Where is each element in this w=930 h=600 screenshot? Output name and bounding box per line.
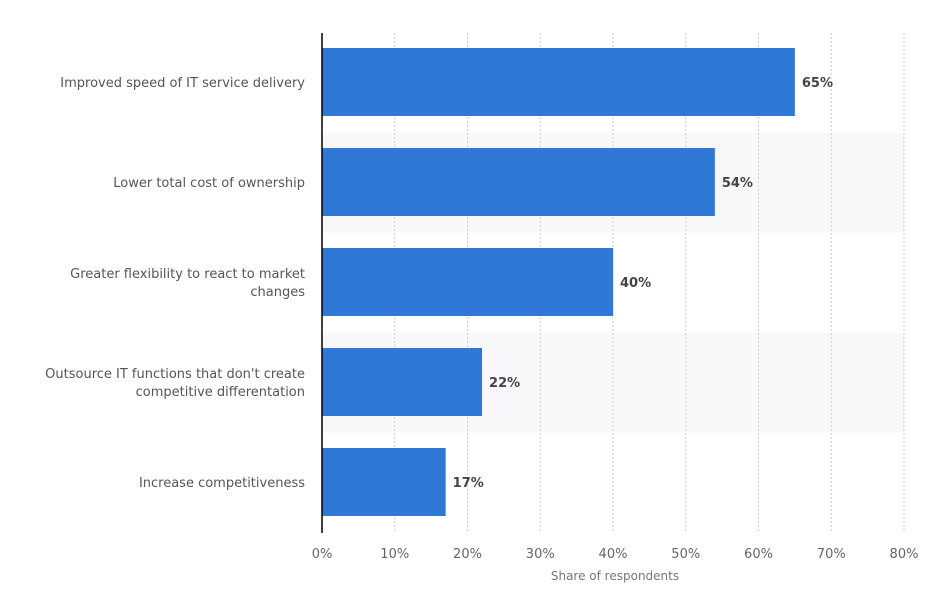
x-tick-label: 60% bbox=[744, 547, 773, 562]
x-tick-label: 0% bbox=[312, 547, 333, 562]
bar bbox=[322, 248, 613, 316]
x-tick-label: 30% bbox=[526, 547, 555, 562]
x-tick-label: 80% bbox=[890, 547, 919, 562]
x-tick-label: 20% bbox=[453, 547, 482, 562]
x-tick-label: 10% bbox=[380, 547, 409, 562]
data-label: 54% bbox=[722, 176, 753, 191]
category-label: changes bbox=[250, 285, 305, 300]
bar bbox=[322, 348, 483, 416]
category-label: Greater flexibility to react to market bbox=[70, 267, 305, 282]
x-tick-label: 40% bbox=[599, 547, 628, 562]
category-label: Outsource IT functions that don't create bbox=[45, 367, 305, 382]
category-label: Increase competitiveness bbox=[139, 476, 305, 491]
category-label: Lower total cost of ownership bbox=[113, 176, 305, 191]
data-label: 65% bbox=[802, 76, 833, 91]
bar bbox=[322, 48, 795, 116]
bar bbox=[322, 448, 446, 516]
data-label: 22% bbox=[489, 376, 520, 391]
x-axis-title: Share of respondents bbox=[551, 569, 679, 583]
data-label: 17% bbox=[453, 476, 484, 491]
x-tick-label: 70% bbox=[817, 547, 846, 562]
data-label: 40% bbox=[620, 276, 651, 291]
category-label: competitive differentation bbox=[136, 385, 305, 400]
category-label: Improved speed of IT service delivery bbox=[60, 76, 305, 91]
bar bbox=[322, 148, 715, 216]
x-tick-label: 50% bbox=[671, 547, 700, 562]
